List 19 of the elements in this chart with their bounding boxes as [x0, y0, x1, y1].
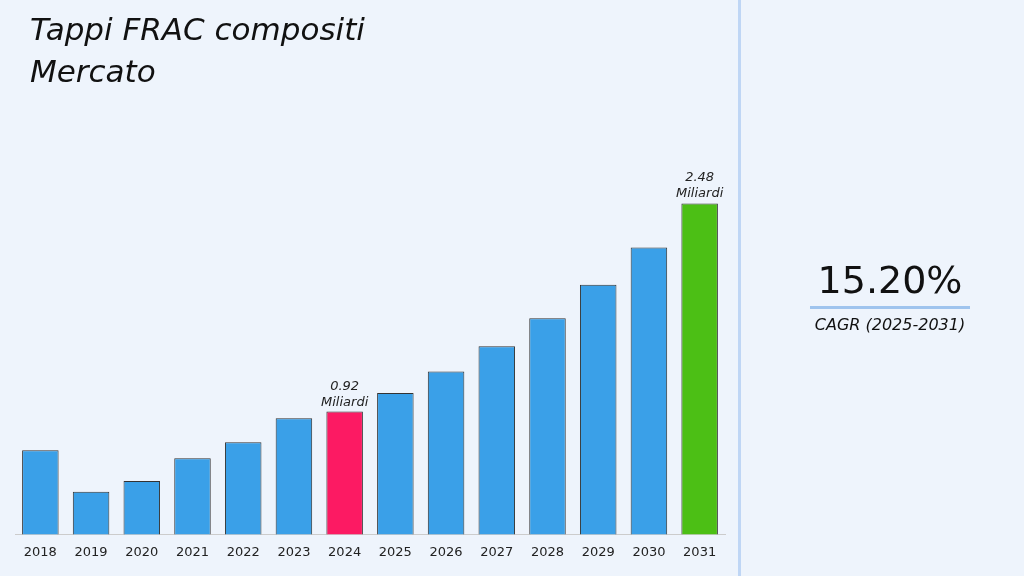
x-tick-label: 2018	[23, 543, 57, 559]
x-tick-label: 2026	[429, 543, 463, 559]
x-tick-label: 2021	[175, 543, 210, 559]
x-tick-label: 2020	[125, 543, 159, 559]
data-label: 2.48 Miliardi	[676, 169, 724, 201]
x-tick-label: 2029	[581, 543, 615, 559]
x-tick-label: 2024	[328, 543, 362, 559]
x-tick-label: 2027	[480, 543, 514, 559]
x-tick-label: 2022	[226, 543, 260, 559]
x-tick-label: 2025	[378, 543, 412, 559]
x-tick-label: 2030	[632, 543, 666, 559]
data-label: 0.92 Miliardi	[321, 377, 369, 409]
chart-title: Tappi FRAC compositi Mercato	[30, 10, 366, 91]
x-tick-label: 2031	[683, 543, 717, 559]
x-tick-label: 2028	[530, 543, 565, 559]
x-tick-label: 2023	[277, 543, 311, 559]
text: 15.20%	[816, 258, 964, 302]
text: CAGR (2025-2031)	[813, 315, 967, 334]
x-tick-label: 2019	[74, 543, 108, 559]
